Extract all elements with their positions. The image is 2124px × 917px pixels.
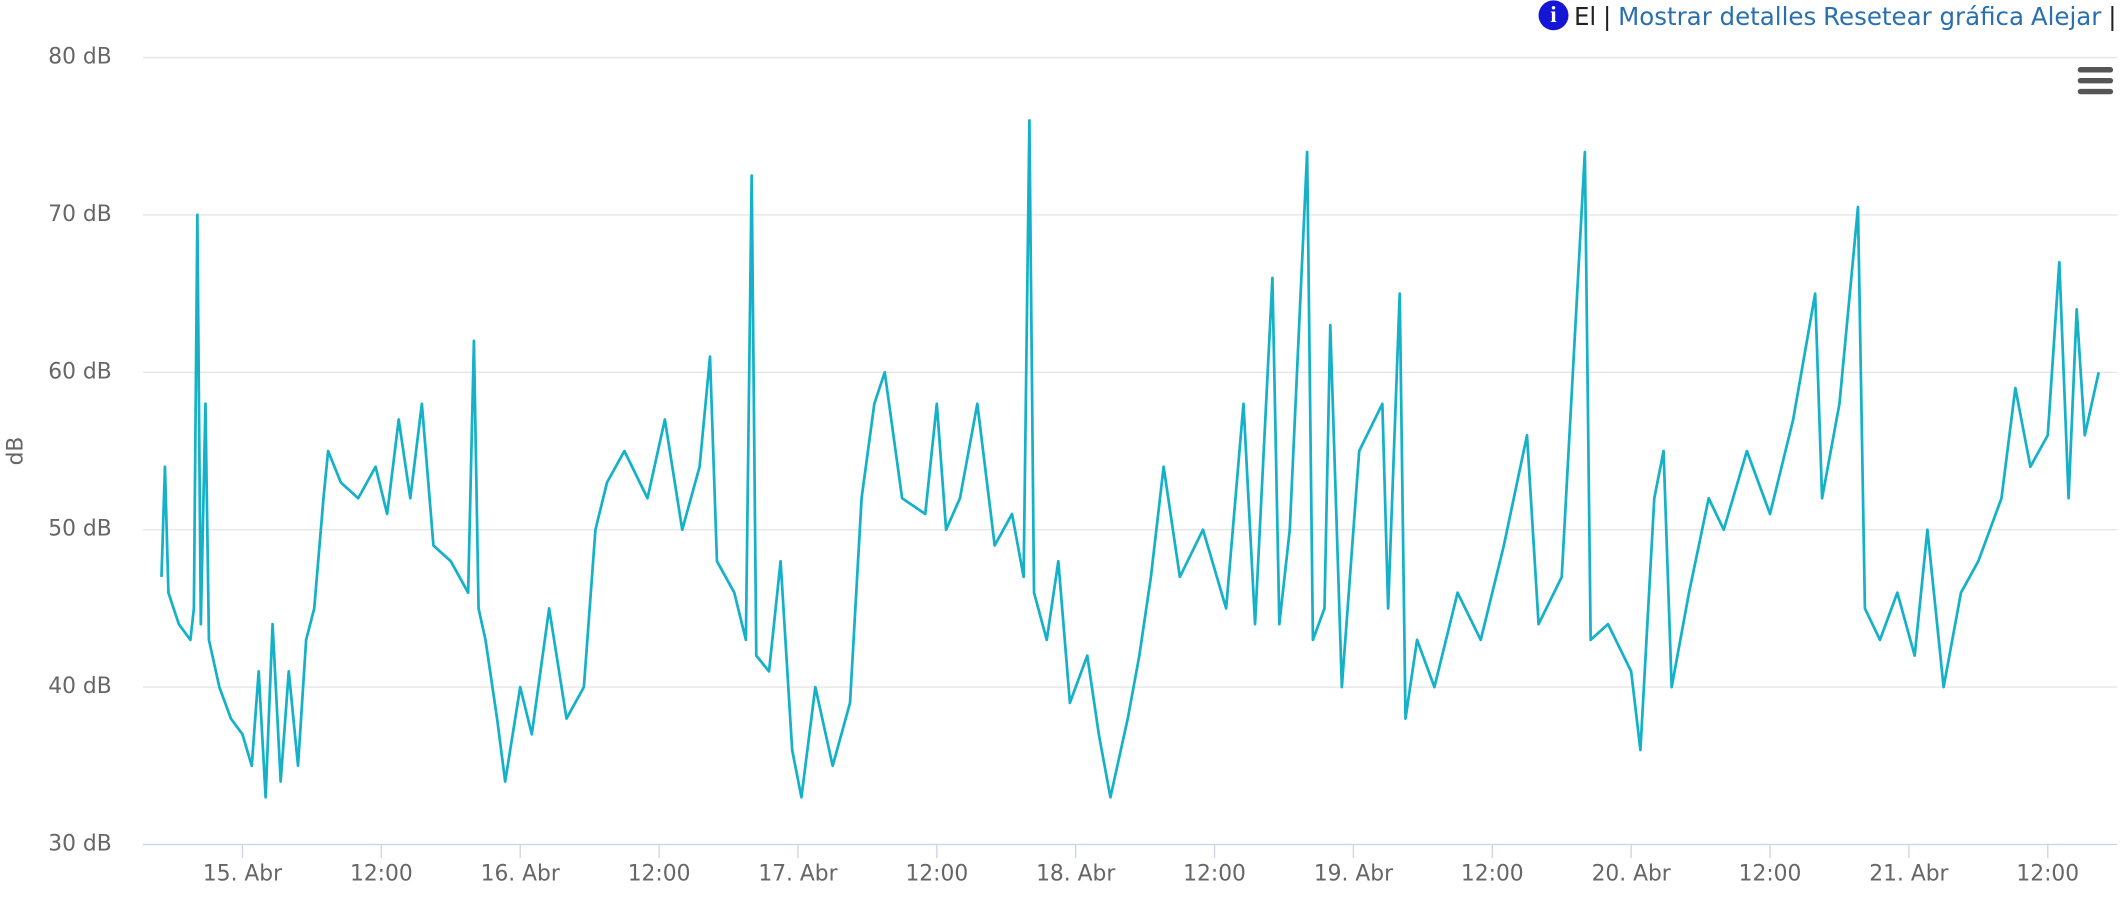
x-tick-label: 17. Abr (758, 861, 837, 886)
link[interactable]: Resetear gráfica (1823, 2, 2024, 31)
info-icon[interactable] (1538, 0, 1569, 31)
x-tick-label: 12:00 (905, 861, 968, 886)
x-tick-label: 19. Abr (1314, 861, 1393, 886)
separator: | | (2108, 2, 2124, 31)
y-tick-label: 50 dB (48, 517, 111, 542)
menu-bar (2077, 88, 2114, 95)
menu-button[interactable] (2077, 67, 2114, 95)
toolbar-text: El | Mostrar detalles Resetear gráfica Aleja… (1574, 2, 2124, 31)
y-tick-label: 30 dB (48, 831, 111, 856)
data-line (160, 119, 2101, 799)
y-tick-label: 70 dB (48, 202, 111, 227)
x-tick-label: 12:00 (1183, 861, 1246, 886)
x-tick-label: 12:00 (1739, 861, 1802, 886)
info-text: El (1574, 2, 1596, 31)
separator: | (1603, 2, 1611, 31)
x-tick-label: 18. Abr (1036, 861, 1115, 886)
menu-bar (2077, 77, 2114, 84)
y-tick-label: 80 dB (48, 45, 111, 70)
menu-bar (2077, 67, 2114, 73)
x-tick-label: 21. Abr (1869, 861, 1948, 886)
x-tick-label: 20. Abr (1592, 861, 1671, 886)
link[interactable]: Mostrar detalles (1618, 2, 1816, 31)
y-axis-label: dB (3, 437, 28, 466)
x-tick-label: 16. Abr (481, 861, 560, 886)
info-icon-glyph: i (1550, 2, 1557, 28)
link[interactable]: Alejar (2031, 2, 2102, 31)
x-tick-label: 12:00 (350, 861, 413, 886)
x-tick-label: 15. Abr (203, 861, 282, 886)
x-tick-label: 12:00 (628, 861, 691, 886)
toolbar: i El | Mostrar detalles Resetear gráfica Ale… (1538, 0, 2124, 31)
x-tick-label: 12:00 (1461, 861, 1524, 886)
y-tick-label: 60 dB (48, 359, 111, 384)
y-tick-label: 40 dB (48, 674, 111, 699)
x-tick-label: 12:00 (2016, 861, 2079, 886)
